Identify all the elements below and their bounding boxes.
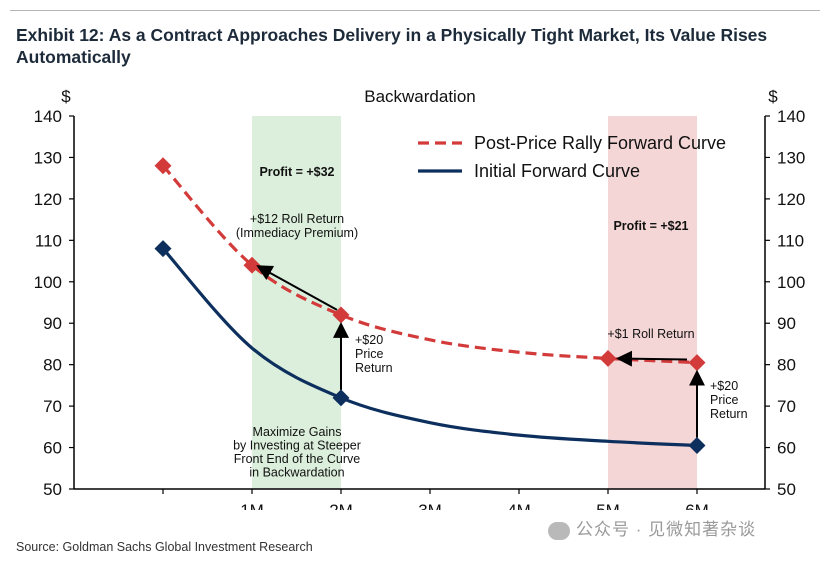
- y-tick-label-right: 120: [777, 190, 805, 209]
- y-tick-label-left: 110: [35, 231, 62, 250]
- post-rally-marker: [243, 256, 261, 274]
- initial-marker: [332, 389, 350, 407]
- watermark-text: 公众号 · 见微知著杂谈: [576, 520, 757, 539]
- y-tick-label-left: 100: [34, 273, 62, 292]
- y-tick-label-left: 50: [43, 480, 62, 499]
- x-tick-label: 6M: [685, 501, 709, 510]
- y-tick-label-right: 100: [777, 273, 805, 292]
- y-tick-label-left: 60: [43, 439, 62, 458]
- source-note: Source: Goldman Sachs Global Investment …: [16, 540, 313, 554]
- y-tick-label-right: 60: [777, 439, 796, 458]
- band-label-profit-32: Profit = +$32: [259, 165, 334, 179]
- x-tick-label: 5M: [596, 501, 620, 510]
- x-tick-label: 1M: [240, 501, 264, 510]
- chart: 50 50 60 60 70 70 80 80 90 90 100 100 110 110 120 120 13…: [34, 87, 806, 510]
- post-rally-marker: [332, 306, 350, 324]
- highlight-band: [608, 116, 697, 489]
- y-tick-label-left: 90: [43, 314, 62, 333]
- x-tick-label: 4M: [507, 501, 531, 510]
- y-tick-label-left: 70: [43, 397, 62, 416]
- initial-curve: [161, 247, 698, 448]
- legend-label-post-rally: Post-Price Rally Forward Curve: [474, 133, 726, 153]
- initial-marker: [154, 240, 172, 258]
- annotation-price-return-6m: +$20 Price Return: [710, 379, 748, 421]
- y-axis-label-left: $: [61, 87, 71, 106]
- roll-return-arrow: [616, 350, 688, 367]
- annotation-roll-return-12: +$12 Roll Return (Immediacy Premium): [236, 212, 358, 240]
- wechat-icon: [548, 521, 570, 540]
- y-tick-label-right: 50: [777, 480, 796, 499]
- annotation-roll-return-1: +$1 Roll Return: [607, 327, 694, 341]
- watermark: 公众号 · 见微知著杂谈: [548, 515, 756, 540]
- exhibit-title: Exhibit 12: As a Contract Approaches Del…: [16, 25, 768, 67]
- y-tick-label-right: 110: [777, 231, 804, 250]
- post-rally-marker: [688, 354, 706, 372]
- x-tick-label: 3M: [418, 501, 442, 510]
- legend-label-initial: Initial Forward Curve: [474, 161, 640, 181]
- y-tick-label-right: 90: [777, 314, 796, 333]
- y-tick-label-left: 80: [43, 356, 62, 375]
- y-tick-label-left: 140: [34, 107, 62, 126]
- annotation-maximize-gains: Maximize Gains by Investing at Steeper Fro…: [233, 425, 361, 480]
- y-axis-label-right: $: [768, 87, 778, 106]
- highlight-band: [252, 116, 341, 489]
- post-rally-marker: [154, 157, 172, 175]
- roll-return-arrow: [256, 265, 338, 311]
- annotation-price-return-2m: +$20 Price Return: [355, 333, 393, 375]
- y-tick-label-right: 130: [777, 148, 805, 167]
- chart-title: Backwardation: [364, 87, 476, 106]
- y-tick-label-left: 120: [34, 190, 62, 209]
- y-tick-label-right: 80: [777, 356, 796, 375]
- initial-marker: [688, 436, 706, 454]
- y-tick-label-left: 130: [34, 148, 62, 167]
- band-label-profit-21: Profit = +$21: [613, 219, 688, 233]
- x-tick-label: 2M: [329, 501, 353, 510]
- post-rally-marker: [599, 349, 617, 367]
- y-tick-label-right: 140: [777, 107, 805, 126]
- top-rule: [10, 10, 820, 11]
- y-tick-label-right: 70: [777, 397, 796, 416]
